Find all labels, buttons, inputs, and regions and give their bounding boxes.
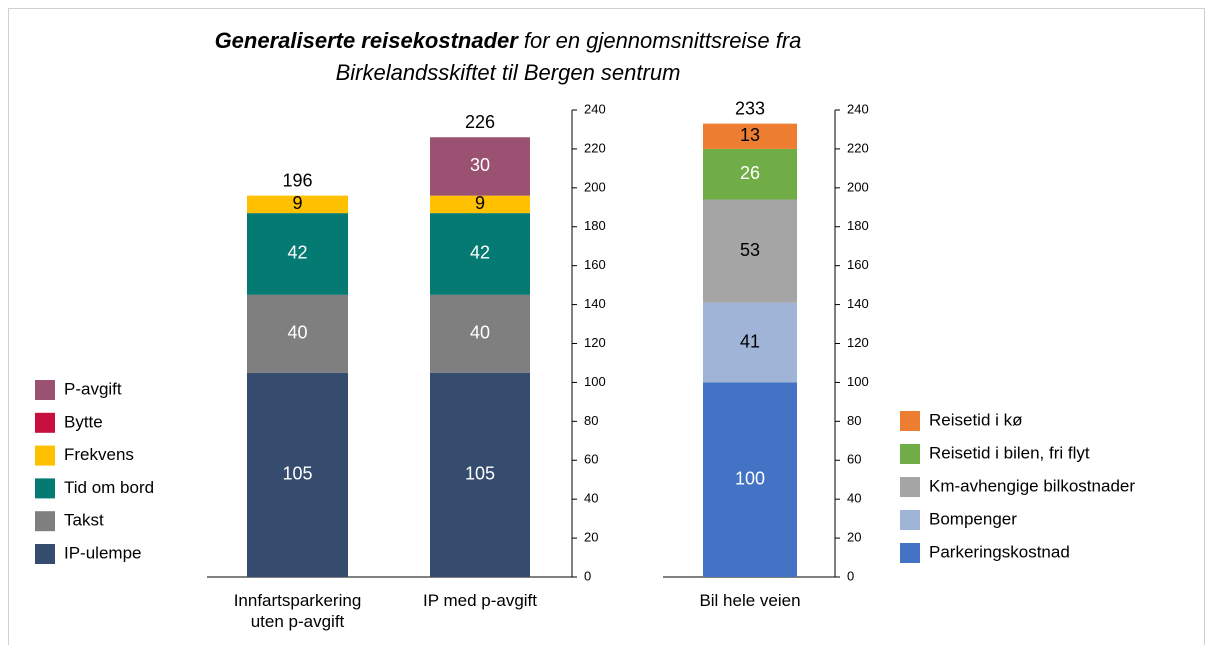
legend-label: Tid om bord — [64, 478, 154, 497]
legend-swatch — [35, 412, 55, 433]
y-tick-label: 200 — [584, 179, 606, 194]
legend-label: Takst — [64, 511, 104, 530]
total-label: 226 — [465, 112, 495, 132]
legend-label: IP-ulempe — [64, 543, 141, 562]
y-tick-label: 180 — [847, 218, 869, 233]
legend-swatch — [35, 445, 55, 466]
x-tick-label: IP med p-avgift — [422, 591, 538, 610]
bar-segment — [430, 294, 530, 373]
legend-swatch — [900, 543, 920, 563]
bar-segment — [247, 294, 348, 373]
chart-title: Generaliserte reisekostnader for en gjenn… — [215, 28, 802, 53]
y-tick-label: 160 — [584, 257, 606, 272]
y-tick-label: 120 — [847, 335, 869, 350]
value-label: 30 — [470, 155, 490, 175]
value-label: 9 — [292, 193, 302, 213]
y-tick-label: 40 — [847, 491, 861, 506]
value-label: 53 — [740, 240, 760, 260]
y-tick-label: 100 — [847, 374, 869, 389]
chart-title-line2: Birkelandsskiftet til Bergen sentrum — [336, 60, 681, 85]
legend-swatch — [900, 411, 920, 431]
total-label: 233 — [735, 98, 765, 118]
legend-swatch — [900, 510, 920, 530]
y-tick-label: 100 — [584, 374, 606, 389]
y-tick-label: 0 — [584, 568, 591, 583]
y-tick-label: 240 — [584, 101, 606, 116]
legend-swatch — [900, 477, 920, 497]
value-label: 9 — [475, 193, 485, 213]
y-tick-label: 20 — [584, 530, 598, 545]
y-tick-label: 140 — [847, 296, 869, 311]
bar-segment — [703, 148, 797, 200]
legend-swatch — [35, 380, 55, 400]
value-label: 40 — [287, 323, 307, 343]
frame — [8, 8, 1205, 645]
y-tick-label: 220 — [847, 140, 869, 155]
legend-label: Reisetid i kø — [929, 410, 1023, 429]
y-tick-label: 80 — [584, 413, 598, 428]
value-label: 105 — [465, 464, 495, 484]
y-tick-label: 60 — [847, 452, 861, 467]
y-tick-label: 180 — [584, 218, 606, 233]
title-bold: Generaliserte reisekostnader — [215, 28, 520, 53]
legend-label: Parkeringskostnad — [929, 542, 1070, 561]
x-tick-label: Bil hele veien — [699, 591, 801, 610]
legend-swatch — [35, 511, 55, 532]
bar-segment — [430, 195, 530, 214]
x-tick-label: Innfartsparkering uten p-avgift — [233, 591, 362, 631]
legend-label: P-avgift — [64, 379, 122, 398]
y-tick-label: 220 — [584, 140, 606, 155]
legend-swatch — [35, 544, 55, 564]
bar-segment — [703, 199, 797, 303]
value-label: 105 — [282, 464, 312, 484]
bar-segment — [703, 382, 797, 577]
legend-swatch — [35, 478, 55, 499]
bar-segment — [247, 195, 348, 214]
bar-segment — [247, 372, 348, 577]
title-rest: for en gjennomsnittsreise fra — [524, 28, 802, 53]
value-label: 41 — [740, 331, 760, 351]
y-tick-label: 120 — [584, 335, 606, 350]
bar-segment — [703, 123, 797, 149]
y-tick-label: 20 — [847, 530, 861, 545]
value-label: 26 — [740, 163, 760, 183]
y-tick-label: 160 — [847, 257, 869, 272]
y-tick-label: 80 — [847, 413, 861, 428]
legend-label: Km-avhengige bilkostnader — [929, 476, 1135, 495]
value-label: 42 — [470, 243, 490, 263]
value-label: 100 — [735, 468, 765, 488]
y-tick-label: 240 — [847, 101, 869, 116]
bar-segment — [430, 213, 530, 295]
total-label: 196 — [282, 170, 312, 190]
bar-segment — [247, 213, 348, 295]
value-label: 13 — [740, 125, 760, 145]
value-label: 42 — [287, 243, 307, 263]
legend-label: Reisetid i bilen, fri flyt — [929, 443, 1090, 462]
y-tick-label: 140 — [584, 296, 606, 311]
bar-segment — [703, 302, 797, 383]
y-tick-label: 40 — [584, 491, 598, 506]
legend-swatch — [900, 444, 920, 464]
value-label: 40 — [470, 323, 490, 343]
bar-segment — [430, 137, 530, 196]
y-tick-label: 0 — [847, 568, 854, 583]
legend-label: Frekvens — [64, 445, 134, 464]
bar-segment — [430, 372, 530, 577]
y-tick-label: 60 — [584, 452, 598, 467]
y-tick-label: 200 — [847, 179, 869, 194]
legend-label: Bytte — [64, 412, 103, 431]
legend-label: Bompenger — [929, 509, 1017, 528]
